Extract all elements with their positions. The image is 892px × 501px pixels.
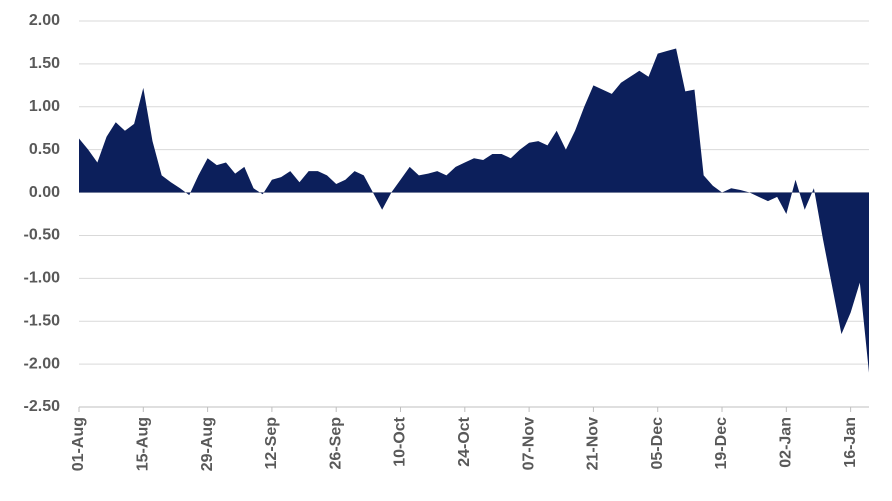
- y-tick-label: -0.50: [24, 227, 61, 244]
- y-tick-label: 0.50: [29, 141, 60, 158]
- x-tick-label: 21-Nov: [585, 417, 602, 470]
- y-tick-label: 1.50: [29, 55, 60, 72]
- x-tick-label: 07-Nov: [520, 417, 537, 470]
- x-tick-label: 19-Dec: [713, 417, 730, 470]
- x-tick-label: 05-Dec: [649, 417, 666, 470]
- x-tick-label: 16-Jan: [842, 417, 859, 468]
- x-tick-label: 29-Aug: [199, 417, 216, 471]
- y-tick-label: -2.00: [24, 355, 61, 372]
- x-tick-label: 24-Oct: [456, 416, 473, 466]
- x-tick-label: 15-Aug: [135, 417, 152, 471]
- y-tick-label: 1.00: [29, 98, 60, 115]
- y-tick-label: -1.50: [24, 312, 61, 329]
- x-tick-label: 26-Sep: [327, 417, 344, 470]
- y-tick-label: 0.00: [29, 184, 60, 201]
- y-tick-label: -1.00: [24, 270, 61, 287]
- area: [79, 48, 869, 373]
- y-tick-label: 2.00: [29, 12, 60, 29]
- y-tick-label: -2.50: [24, 398, 61, 415]
- x-tick-label: 10-Oct: [392, 416, 409, 466]
- x-tick-label: 01-Aug: [70, 417, 87, 471]
- x-tick-label: 12-Sep: [263, 417, 280, 470]
- x-tick-label: 02-Jan: [778, 417, 795, 468]
